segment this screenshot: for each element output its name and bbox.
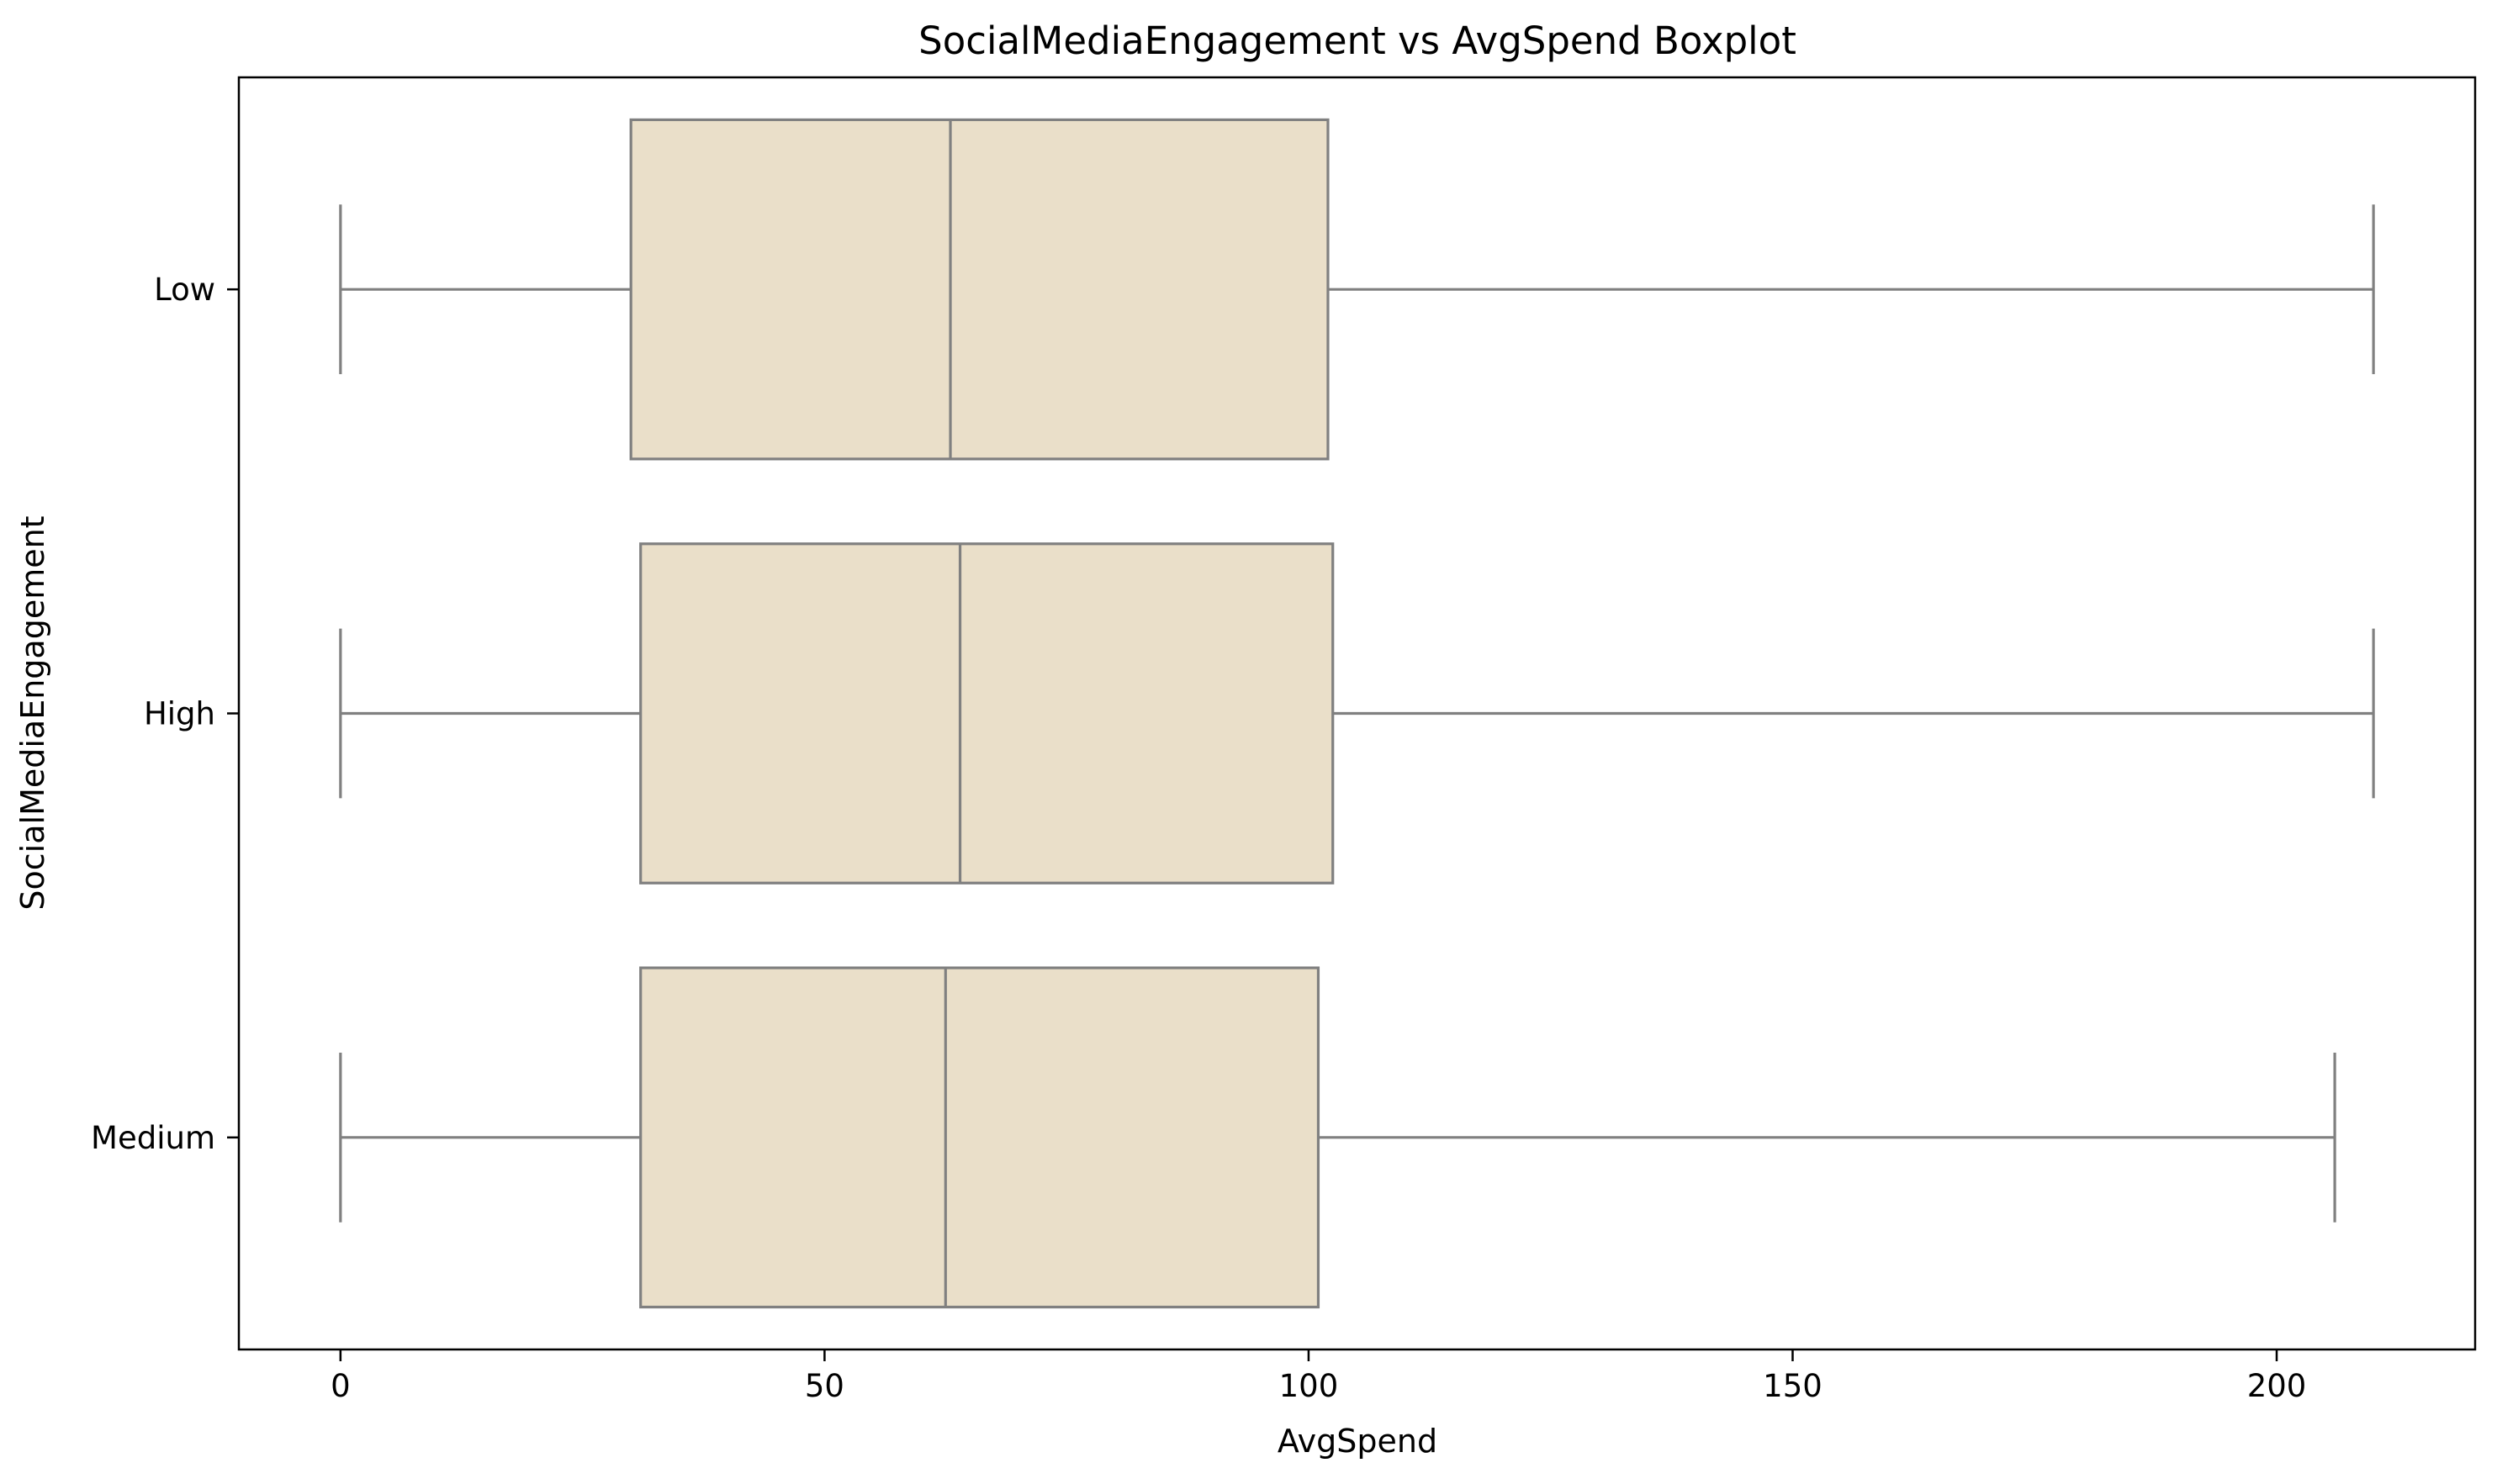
box-low — [629, 118, 1330, 461]
y-axis-label: SocialMediaEngagement — [14, 515, 51, 910]
y-tick-label: Low — [154, 272, 215, 308]
x-tick-label: 100 — [1279, 1368, 1339, 1404]
x-axis: 0 50 100 150 200 — [331, 1349, 2306, 1404]
box-high — [639, 542, 1335, 885]
box-group-low — [339, 118, 2375, 461]
y-tick-label: Medium — [91, 1120, 215, 1156]
x-tick-label: 0 — [331, 1368, 351, 1404]
box-group-medium — [339, 966, 2336, 1309]
box-medium — [639, 966, 1320, 1309]
x-tick-label: 50 — [805, 1368, 844, 1404]
boxes-layer — [339, 118, 2375, 1309]
x-tick-label: 200 — [2247, 1368, 2307, 1404]
plot-area-frame — [237, 76, 2477, 1351]
box-group-high — [339, 542, 2375, 885]
chart-title: SocialMediaEngagement vs AvgSpend Boxplo… — [918, 18, 1796, 63]
y-tick-label: High — [144, 696, 215, 732]
y-axis: Low High Medium — [91, 272, 239, 1156]
x-tick-label: 150 — [1763, 1368, 1822, 1404]
x-axis-label: AvgSpend — [1278, 1423, 1437, 1460]
